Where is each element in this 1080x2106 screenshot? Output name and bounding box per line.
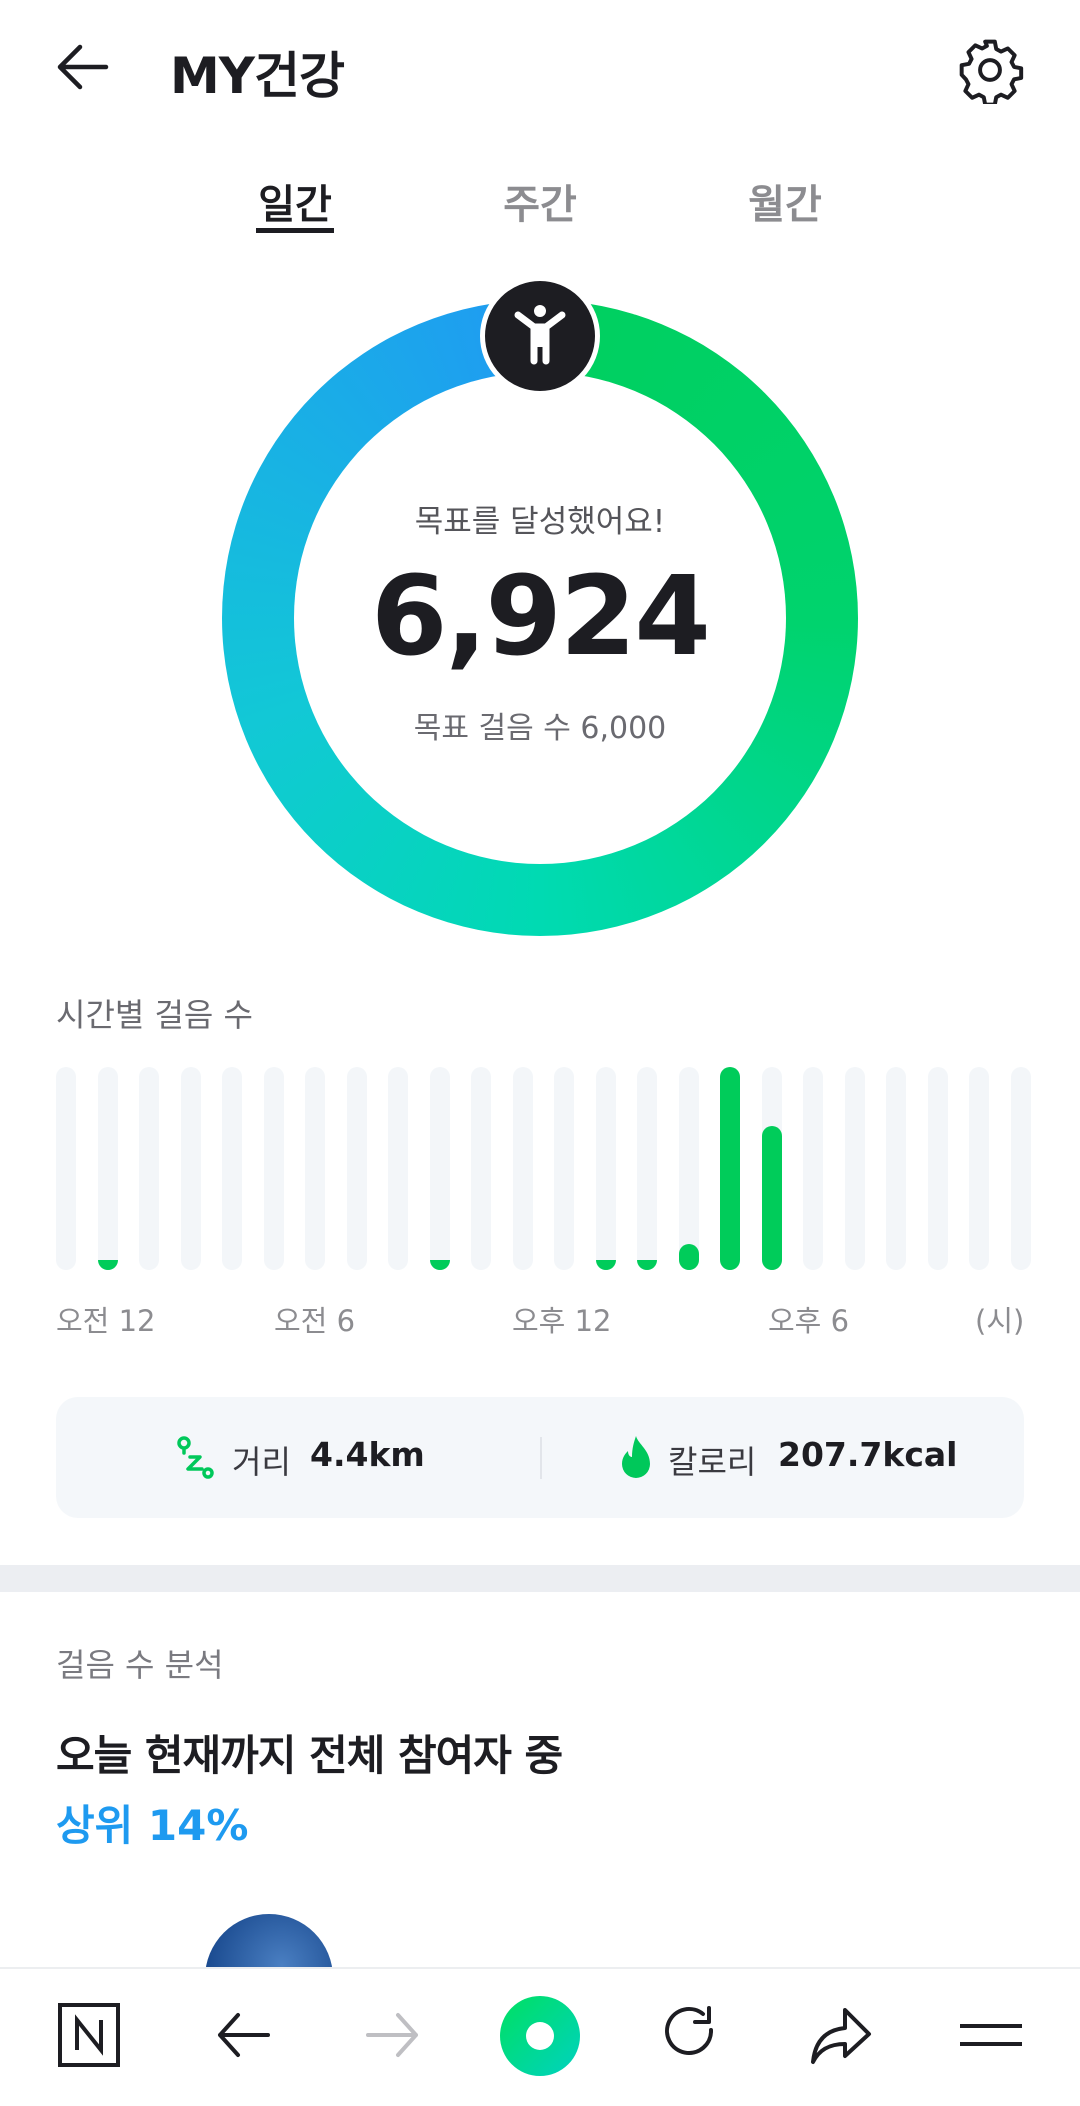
axis-label: 오후 12 (512, 1304, 612, 1338)
distance-value: 4.4km (310, 1435, 425, 1474)
section-divider (0, 1565, 1080, 1592)
bar-track (305, 1067, 325, 1270)
analysis-section-title: 걸음 수 분석 (56, 1646, 224, 1684)
rank-percent: 상위 14% (56, 1801, 249, 1850)
goal-status: 목표를 달성했어요! (414, 504, 666, 540)
calorie-label: 칼로리 (668, 1443, 757, 1481)
axis-label: 오전 6 (274, 1304, 356, 1338)
axis-label: (시) (975, 1304, 1025, 1338)
bar-track (595, 1067, 616, 1270)
bar-track (471, 1067, 491, 1270)
bar-hour-16 (720, 1067, 740, 1270)
green-dot-icon[interactable] (498, 1994, 582, 2078)
bar-track (139, 1067, 159, 1270)
bar-hour-1 (97, 1260, 118, 1270)
bar-track (263, 1067, 284, 1270)
tab-weekly[interactable]: 주간 (503, 182, 577, 228)
naver-n-icon[interactable] (55, 2000, 125, 2070)
bar-track (886, 1067, 906, 1270)
ring-center (294, 372, 786, 864)
back-arrow-icon[interactable] (208, 2000, 278, 2070)
goal-steps: 목표 걸음 수 6,000 (413, 711, 667, 746)
refresh-icon[interactable] (655, 2000, 725, 2070)
tab-daily[interactable]: 일간 (258, 182, 332, 228)
axis-label: 오전 12 (56, 1304, 156, 1338)
bar-track (678, 1067, 699, 1270)
analysis-headline: 오늘 현재까지 전체 참여자 중 (56, 1731, 563, 1780)
bar-track (927, 1067, 948, 1270)
bar-track (346, 1067, 367, 1270)
share-icon[interactable] (805, 2000, 875, 2070)
bar-track (222, 1067, 242, 1270)
route-icon (177, 1436, 214, 1479)
divider (540, 1437, 542, 1479)
bar-track (180, 1067, 201, 1270)
bar-track (97, 1067, 118, 1270)
axis-label: 오후 6 (768, 1304, 850, 1338)
menu-icon[interactable] (955, 2000, 1025, 2070)
bar-track (388, 1067, 408, 1270)
flame-icon (622, 1436, 650, 1478)
tab-monthly[interactable]: 월간 (748, 182, 822, 228)
gear-icon[interactable] (956, 36, 1024, 104)
bar-hour-17 (761, 1125, 782, 1270)
bar-track (429, 1067, 450, 1270)
bar-hour-13 (595, 1260, 616, 1270)
bar-hour-15 (678, 1243, 699, 1270)
bar-track (637, 1067, 657, 1270)
bar-track (803, 1067, 823, 1270)
bar-track (1010, 1067, 1031, 1270)
bar-track (554, 1067, 574, 1270)
bar-hour-9 (429, 1260, 450, 1270)
step-count: 6,924 (371, 552, 711, 680)
active-tab-indicator (256, 228, 334, 233)
back-arrow-icon[interactable] (52, 42, 112, 92)
forward-arrow-icon[interactable] (358, 2000, 428, 2070)
bar-track (969, 1067, 989, 1270)
calorie-value: 207.7kcal (778, 1435, 958, 1474)
bar-hour-14 (637, 1260, 657, 1270)
bar-track (56, 1067, 76, 1270)
bar-track (844, 1067, 865, 1270)
page-title: MY건강 (170, 47, 345, 105)
walking-person-icon (480, 276, 600, 396)
distance-label: 거리 (232, 1443, 291, 1481)
hourly-steps-title: 시간별 걸음 수 (56, 996, 253, 1034)
bar-track (512, 1067, 533, 1270)
